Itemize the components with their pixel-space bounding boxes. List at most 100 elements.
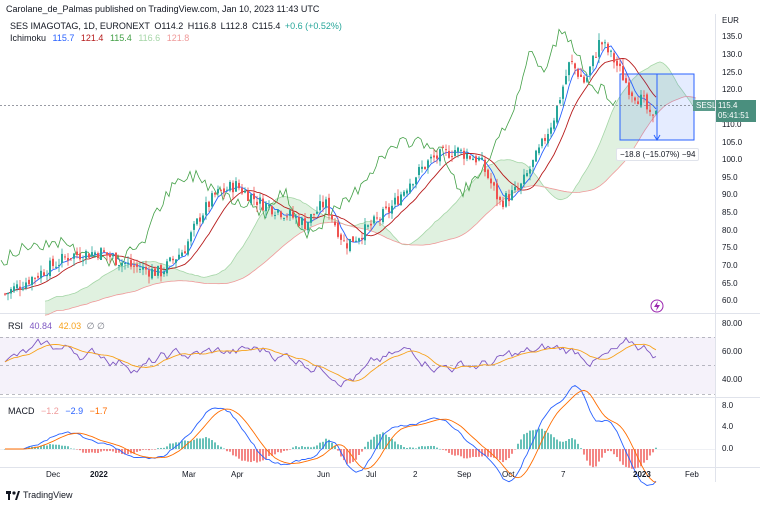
candle-body <box>571 61 573 63</box>
lightning-icon[interactable] <box>650 299 664 313</box>
macd-histogram-bar <box>307 446 309 449</box>
candle-body <box>478 157 480 161</box>
candle-body <box>229 182 231 191</box>
macd-histogram-bar <box>289 449 291 450</box>
macd-histogram-bar <box>346 449 348 464</box>
candle-body <box>286 216 288 218</box>
candle-body <box>583 76 585 83</box>
macd-histogram-bar <box>238 449 240 459</box>
macd-histogram-bar <box>169 443 171 449</box>
candle-body <box>343 240 345 242</box>
candle-body <box>19 286 21 290</box>
candle-body <box>115 252 117 266</box>
candle-body <box>484 159 486 172</box>
candle-body <box>151 268 153 279</box>
macd-histogram-bar <box>184 440 186 449</box>
macd-histogram-bar <box>475 449 477 458</box>
macd-histogram-bar <box>316 445 318 449</box>
macd-histogram-bar <box>631 449 633 469</box>
candle-body <box>586 77 588 82</box>
candle-body <box>361 237 363 240</box>
candle-body <box>388 207 390 213</box>
price-tick: 110.0 <box>722 120 742 129</box>
macd-histogram-bar <box>241 449 243 461</box>
symbol-tag: SESL <box>693 100 716 111</box>
symbol-name[interactable]: SES IMAGOTAG, 1D, EURONEXT <box>10 21 150 31</box>
last-price-value: 115.4 <box>718 101 738 110</box>
ichimoku-kijun-value: 121.4 <box>80 33 104 43</box>
macd-histogram-bar <box>472 449 474 457</box>
candle-body <box>58 264 60 266</box>
macd-histogram-bar <box>280 449 282 453</box>
macd-histogram-bar <box>436 447 438 449</box>
candle-body <box>475 156 477 163</box>
macd-histogram-bar <box>295 446 297 449</box>
tradingview-branding[interactable]: TradingView <box>6 490 73 500</box>
candle-body <box>271 206 273 215</box>
macd-histogram-bar <box>526 432 528 449</box>
macd-histogram-bar <box>547 432 549 449</box>
rsi-legend[interactable]: RSI 40.84 42.03 ∅ ∅ <box>8 321 105 332</box>
candle-body <box>205 202 207 215</box>
candle-body <box>322 201 324 208</box>
macd-histogram-bar <box>607 449 609 451</box>
macd-histogram-bar <box>487 449 489 457</box>
macd-legend[interactable]: MACD −1.2 −2.9 −1.7 <box>8 406 107 416</box>
macd-histogram-bar <box>643 449 645 463</box>
candle-body <box>232 182 234 193</box>
macd-histogram-bar <box>439 448 441 450</box>
candle-body <box>619 63 621 67</box>
ichimoku-legend[interactable]: Ichimoku 115.7 121.4 115.4 116.6 121.8 <box>10 33 189 43</box>
macd-histogram-bar <box>655 447 657 449</box>
macd-histogram-bar <box>445 449 447 451</box>
candle-body <box>499 196 501 200</box>
candle-body <box>448 150 450 158</box>
candle-body <box>337 222 339 237</box>
candle-body <box>508 194 510 202</box>
candle-body <box>568 62 570 76</box>
candle-body <box>112 254 114 257</box>
macd-signal-value: −1.7 <box>89 406 108 416</box>
candle-body <box>472 158 474 161</box>
macd-histogram-bar <box>433 445 435 449</box>
macd-histogram-bar <box>109 449 111 451</box>
tradingview-logo-icon <box>6 490 20 500</box>
candle-body <box>46 275 48 277</box>
macd-histogram-bar <box>313 446 315 449</box>
macd-histogram-bar <box>37 446 39 449</box>
candle-body <box>418 167 420 176</box>
candle-body <box>199 217 201 222</box>
candle-body <box>604 42 606 44</box>
macd-histogram-bar <box>94 449 96 453</box>
time-axis[interactable]: Dec 2022 Mar Apr Jun Jul 2 Sep Oct 7 202… <box>0 470 715 484</box>
macd-histogram-bar <box>256 449 258 463</box>
candle-body <box>454 150 456 157</box>
price-axis[interactable]: EUR 135.0 130.0 125.0 120.0 110.0 105.0 … <box>716 0 760 506</box>
macd-histogram-bar <box>493 449 495 458</box>
macd-histogram-bar <box>574 439 576 449</box>
candle-body <box>310 214 312 223</box>
measure-label: −18.8 (−15.07%) −94 <box>616 148 700 161</box>
macd-histogram-bar <box>505 449 507 461</box>
price-tick: 130.0 <box>722 50 743 59</box>
candle-body <box>70 258 72 260</box>
macd-histogram-bar <box>70 448 72 449</box>
macd-histogram-bar <box>187 441 189 449</box>
candle-body <box>400 194 402 205</box>
macd-histogram-bar <box>550 434 552 449</box>
candle-body <box>247 190 249 202</box>
macd-histogram-bar <box>601 449 603 458</box>
candle-body <box>592 55 594 67</box>
candle-body <box>511 190 513 200</box>
candle-body <box>316 211 318 214</box>
macd-histogram-bar <box>220 446 222 449</box>
ichimoku-tenkan-value: 115.7 <box>52 33 75 43</box>
macd-tick: 4.0 <box>722 422 734 431</box>
candle-body <box>244 190 246 193</box>
macd-histogram-bar <box>67 446 69 449</box>
macd-histogram-bar <box>100 449 102 452</box>
candle-body <box>382 209 384 223</box>
macd-histogram-bar <box>43 445 45 449</box>
macd-histogram-bar <box>226 449 228 452</box>
